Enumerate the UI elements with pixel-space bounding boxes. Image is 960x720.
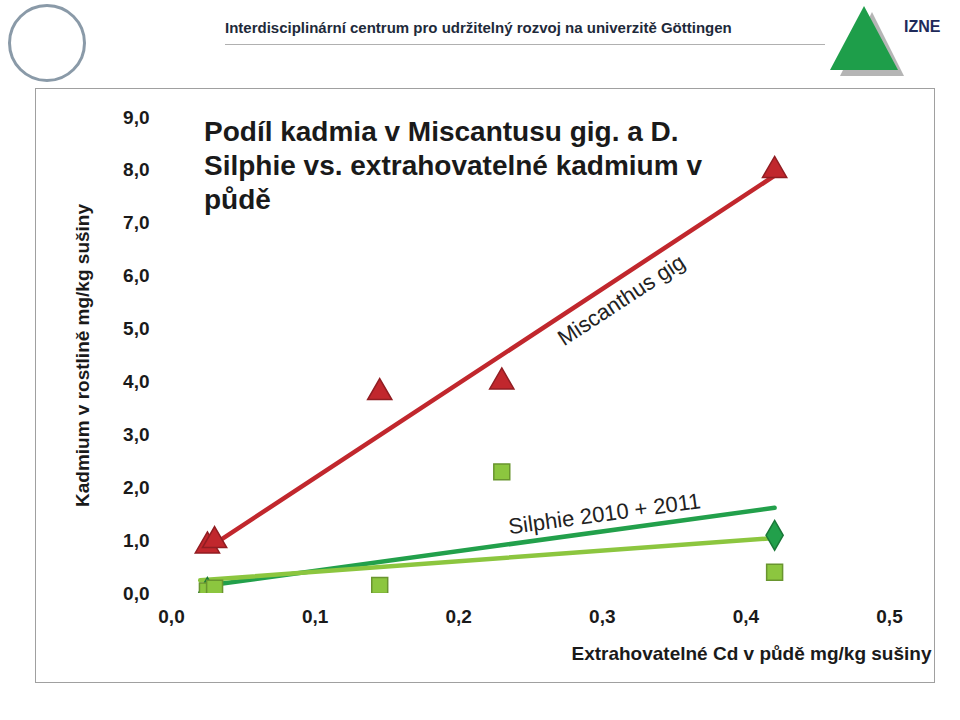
- svg-text:8,0: 8,0: [123, 159, 149, 180]
- svg-text:0,4: 0,4: [733, 606, 760, 627]
- svg-text:0,3: 0,3: [589, 606, 615, 627]
- svg-text:0,2: 0,2: [445, 606, 471, 627]
- svg-text:6,0: 6,0: [123, 265, 149, 286]
- svg-text:0,0: 0,0: [123, 583, 149, 604]
- html-text:Interdisciplinární centrum pro: Interdisciplinární centrum pro udržiteln…: [225, 19, 732, 36]
- svg-text:3,0: 3,0: [123, 424, 149, 445]
- svg-text:4,0: 4,0: [123, 371, 149, 392]
- svg-text:0,5: 0,5: [876, 606, 903, 627]
- svg-text:9,0: 9,0: [123, 107, 149, 128]
- html-text:Podíl kadmia v Miscantusu gig.: Podíl kadmia v Miscantusu gig. a D. Silp…: [204, 116, 702, 215]
- svg-text:7,0: 7,0: [123, 212, 149, 233]
- svg-text:1,0: 1,0: [123, 530, 149, 551]
- svg-text:2,0: 2,0: [123, 477, 149, 498]
- html-text:IZNE: IZNE: [904, 18, 941, 35]
- svg-text:Silphie 2010 + 2011: Silphie 2010 + 2011: [507, 488, 702, 539]
- svg-text:Extrahovatelné Cd v půdě mg/kg: Extrahovatelné Cd v půdě mg/kg sušiny: [571, 643, 931, 664]
- svg-text:5,0: 5,0: [123, 318, 149, 339]
- svg-text:0,1: 0,1: [302, 606, 329, 627]
- svg-text:Miscanthus gig: Miscanthus gig: [553, 249, 689, 351]
- svg-text:0,0: 0,0: [158, 606, 184, 627]
- svg-text:Kadmium v rostlině mg/kg sušin: Kadmium v rostlině mg/kg sušiny: [72, 204, 93, 507]
